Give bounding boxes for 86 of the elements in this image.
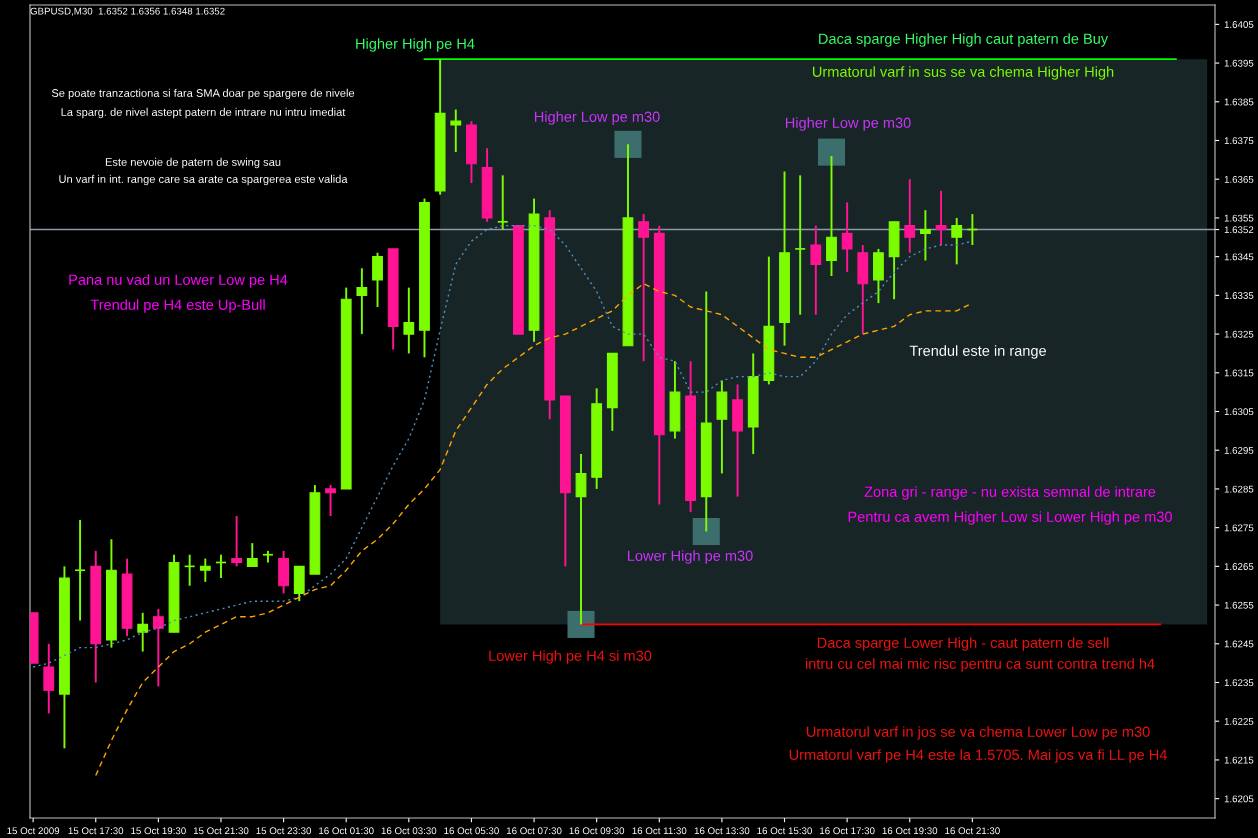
x-tick-label: 15 Oct 2009 xyxy=(7,827,60,835)
annotation: Pentru ca avem Higher Low si Lower High pe m30 xyxy=(848,511,1172,525)
y-tick-label: 1.6352 xyxy=(1224,226,1254,234)
candlestick xyxy=(356,267,368,336)
x-tick-label: 16 Oct 17:30 xyxy=(820,827,875,835)
y-tick-label: 1.6235 xyxy=(1224,679,1254,687)
annotation: Lower High pe H4 si m30 xyxy=(489,650,652,664)
y-tick-label: 1.6345 xyxy=(1224,253,1254,261)
y-tick-label: 1.6215 xyxy=(1224,756,1254,764)
y-tick-label: 1.6285 xyxy=(1224,485,1254,493)
y-tick-label: 1.6405 xyxy=(1224,21,1254,28)
candlestick xyxy=(841,201,853,274)
y-tick-label: 1.6375 xyxy=(1224,137,1254,145)
x-tick-label: 16 Oct 11:30 xyxy=(632,827,687,835)
annotation: Un varf in int. range care sa arate ca spargerea este valida xyxy=(59,174,348,186)
candlestick xyxy=(904,178,916,254)
point xyxy=(567,610,595,638)
candlestick xyxy=(575,453,587,626)
annotation: Urmatorul varf pe H4 este la 1.5705. Mai jos va fi LL pe H4 xyxy=(789,749,1167,763)
candlestick xyxy=(826,155,837,277)
x-tick-label: 16 Oct 05:30 xyxy=(444,827,499,835)
x-tick-label: 16 Oct 21:30 xyxy=(945,827,1000,835)
y-tick-label: 1.6305 xyxy=(1224,408,1254,416)
chart-title: GBPUSD,M30 1.6352 1.6356 1.6348 1.6352 xyxy=(30,7,225,16)
candlestick xyxy=(935,189,947,246)
candlestick xyxy=(43,642,55,715)
candlestick xyxy=(137,611,149,653)
y-tick-label: 1.6315 xyxy=(1224,369,1254,377)
x-tick-label: 15 Oct 19:30 xyxy=(131,827,186,835)
candlestick xyxy=(325,484,336,517)
annotation: La sparg. de nivel astept patern de intrare nu intru imediat xyxy=(61,107,346,119)
candlestick xyxy=(794,174,807,316)
y-tick-label: 1.6355 xyxy=(1224,214,1254,222)
candlestick xyxy=(638,213,650,363)
annotation: Pana nu vad un Lower Low pe H4 xyxy=(69,274,288,288)
y-tick-label: 1.6395 xyxy=(1224,59,1254,67)
annotation: Urmatorul varf in sus se va chema Higher High xyxy=(812,66,1114,80)
point xyxy=(817,138,846,166)
y-tick-label: 1.6385 xyxy=(1224,98,1254,106)
x-tick-label: 16 Oct 01:30 xyxy=(319,827,374,835)
candlestick xyxy=(199,557,211,583)
candlestick xyxy=(231,515,243,568)
x-tick-label: 16 Oct 13:30 xyxy=(694,827,750,835)
annotation: intru cu cel mai mic risc pentru ca sunt contra trend h4 xyxy=(805,658,1155,672)
x-tick-label: 15 Oct 23:30 xyxy=(256,827,312,835)
candlestick xyxy=(919,209,931,262)
annotation: Urmatorul varf in jos se va chema Lower Low pe m30 xyxy=(806,726,1150,740)
point xyxy=(614,130,642,158)
candlestick xyxy=(496,174,509,231)
x-tick-label: 16 Oct 15:30 xyxy=(757,827,812,835)
y-tick-label: 1.6295 xyxy=(1224,446,1254,454)
x-tick-label: 16 Oct 03:30 xyxy=(381,827,437,835)
y-tick-label: 1.6265 xyxy=(1224,563,1254,570)
annotation: Daca sparge Higher High caut patern de Buy xyxy=(819,33,1109,47)
annotation: Lower High pe m30 xyxy=(627,550,753,564)
candlestick xyxy=(951,216,963,266)
annotation: Se poate tranzactiona si fara SMA doar pe spargere de nivele xyxy=(51,88,355,100)
point xyxy=(692,517,720,546)
annotation: Higher Low pe m30 xyxy=(785,117,911,131)
candlestick xyxy=(450,108,462,154)
candlestick xyxy=(810,224,822,316)
x-tick-label: 16 Oct 07:30 xyxy=(506,827,562,835)
x-tick-label: 16 Oct 09:30 xyxy=(569,827,625,835)
y-tick-label: 1.6365 xyxy=(1224,175,1254,183)
y-tick-label: 1.6205 xyxy=(1224,795,1254,803)
annotation: Higher Low pe m30 xyxy=(534,111,660,125)
candlestick xyxy=(246,542,258,568)
x-tick-label: 15 Oct 17:30 xyxy=(68,827,124,835)
y-tick-label: 1.6335 xyxy=(1224,292,1254,299)
annotation: Trendul pe H4 este Up-Bull xyxy=(90,299,265,313)
annotation: Daca sparge Lower High - caut patern de sell xyxy=(817,637,1109,651)
y-tick-label: 1.6275 xyxy=(1224,524,1254,532)
candlestick xyxy=(403,286,415,355)
candlestick xyxy=(152,607,164,688)
x-tick-label: 15 Oct 21:30 xyxy=(193,827,249,835)
x-tick-label: 16 Oct 19:30 xyxy=(882,827,938,835)
annotation: Higher High pe H4 xyxy=(356,38,475,52)
annotation: Zona gri - range - nu exista semnal de intrare xyxy=(864,486,1156,500)
candlestick xyxy=(372,251,383,308)
y-tick-label: 1.6245 xyxy=(1224,640,1254,648)
y-tick-label: 1.6325 xyxy=(1224,330,1254,338)
annotation: Trendul este in range xyxy=(909,345,1046,359)
annotation: Este nevoie de patern de swing sau xyxy=(105,157,281,169)
y-tick-label: 1.6225 xyxy=(1224,717,1254,725)
candlestick xyxy=(74,518,86,622)
y-tick-label: 1.6255 xyxy=(1224,601,1254,609)
